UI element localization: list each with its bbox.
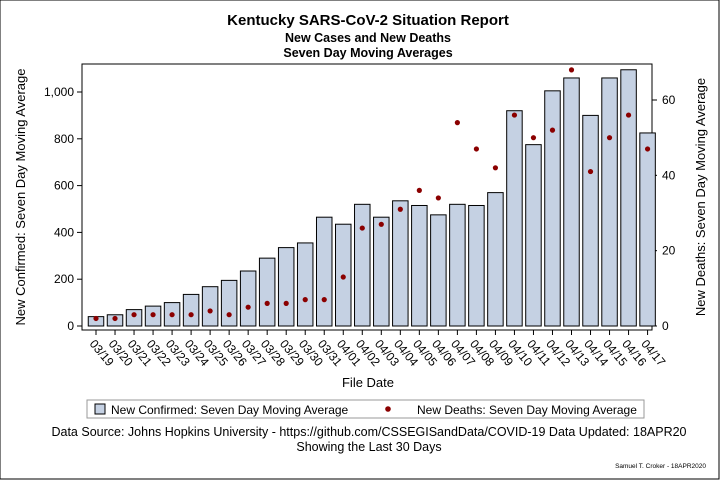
bar-03-27 <box>239 270 257 327</box>
death-point-04-04 <box>397 206 403 212</box>
y-axis-label-right: New Deaths: Seven Day Moving Average <box>693 78 708 316</box>
death-point-03-30 <box>302 297 308 303</box>
chart-title: Kentucky SARS-CoV-2 Situation Report <box>227 12 509 29</box>
bar-03-30 <box>296 242 314 327</box>
death-point-03-21 <box>131 312 137 318</box>
legend-bar-swatch <box>94 403 106 415</box>
bar-04-04 <box>392 200 409 327</box>
legend: New Confirmed: Seven Day Moving Average … <box>86 399 645 419</box>
bar-series <box>87 69 656 327</box>
death-point-03-20 <box>112 315 118 322</box>
bar-04-12 <box>544 90 561 327</box>
bar-04-03 <box>373 216 390 327</box>
bar-04-16 <box>620 69 637 327</box>
bar-04-09 <box>487 192 504 327</box>
death-point-04-05 <box>416 187 422 193</box>
death-point-04-12 <box>549 127 556 133</box>
death-point-04-15 <box>606 135 613 141</box>
death-point-04-09 <box>492 165 499 171</box>
bar-04-07 <box>449 203 466 327</box>
bar-04-14 <box>582 114 599 327</box>
bar-03-31 <box>315 216 333 327</box>
death-point-03-31 <box>321 297 327 303</box>
legend-label-cases: New Confirmed: Seven Day Moving Average <box>111 403 349 417</box>
bar-04-05 <box>411 204 428 327</box>
legend-label-deaths: New Deaths: Seven Day Moving Average <box>417 403 637 417</box>
bar-03-26 <box>220 279 238 327</box>
bar-03-29 <box>277 247 295 327</box>
legend-frame <box>86 399 645 419</box>
death-point-03-24 <box>188 312 194 318</box>
right-y-axis: 0 20 40 60 <box>652 93 676 333</box>
right-tick-label: 0 <box>662 319 669 333</box>
death-point-04-08 <box>473 146 479 152</box>
death-point-03-25 <box>207 308 213 314</box>
death-point-04-06 <box>435 195 441 201</box>
death-point-03-29 <box>283 300 289 306</box>
left-tick-label: 800 <box>54 132 74 146</box>
death-point-04-13 <box>568 67 575 73</box>
death-point-04-17 <box>644 146 651 152</box>
bar-04-10 <box>506 110 523 327</box>
death-point-03-27 <box>245 304 251 310</box>
left-y-axis: 0 200 400 600 800 1,000 <box>44 85 82 333</box>
right-tick-label: 20 <box>662 244 676 258</box>
x-axis-label: File Date <box>342 375 394 390</box>
death-point-04-10 <box>511 112 518 118</box>
bar-03-25 <box>201 286 219 327</box>
bar-03-28 <box>258 257 276 327</box>
left-tick-label: 200 <box>54 272 74 286</box>
footnote-credit: Samuel T. Croker - 18APR2020 <box>615 463 706 470</box>
bar-04-08 <box>468 204 485 327</box>
chart-subtitle-1: New Cases and New Deaths <box>285 31 451 45</box>
left-tick-label: 1,000 <box>44 85 74 99</box>
right-tick-label: 60 <box>662 93 676 107</box>
left-tick-label: 400 <box>54 225 74 239</box>
bar-03-21 <box>125 309 143 327</box>
right-tick-label: 40 <box>662 168 676 182</box>
death-point-04-01 <box>340 274 346 280</box>
death-point-04-16 <box>625 112 632 118</box>
bar-03-24 <box>182 293 200 327</box>
death-point-04-03 <box>378 221 384 227</box>
death-point-04-11 <box>530 135 537 141</box>
bar-04-17 <box>639 132 656 327</box>
bar-04-11 <box>525 144 542 327</box>
left-tick-label: 600 <box>54 179 74 193</box>
death-point-04-02 <box>359 225 365 231</box>
bar-04-02 <box>354 203 371 327</box>
left-tick-label: 0 <box>67 319 74 333</box>
chart-subtitle-2: Seven Day Moving Averages <box>283 46 452 60</box>
death-point-03-22 <box>150 312 156 318</box>
x-axis: 03/1903/2003/2103/2203/2303/2403/2503/26… <box>87 330 669 369</box>
death-point-04-14 <box>587 168 594 175</box>
death-point-04-07 <box>454 120 460 126</box>
y-axis-label-left: New Confirmed: Seven Day Moving Average <box>13 69 28 326</box>
bar-04-15 <box>601 77 618 327</box>
footnote-showing: Showing the Last 30 Days <box>296 440 441 454</box>
bar-04-06 <box>430 214 447 327</box>
death-point-03-26 <box>226 312 232 318</box>
legend-point-swatch <box>385 406 391 412</box>
death-point-03-23 <box>169 312 175 318</box>
point-series <box>93 67 651 322</box>
death-point-03-28 <box>264 300 270 306</box>
footnote-source: Data Source: Johns Hopkins University - … <box>51 425 686 439</box>
bar-04-13 <box>563 77 580 327</box>
death-point-03-19 <box>93 315 99 322</box>
